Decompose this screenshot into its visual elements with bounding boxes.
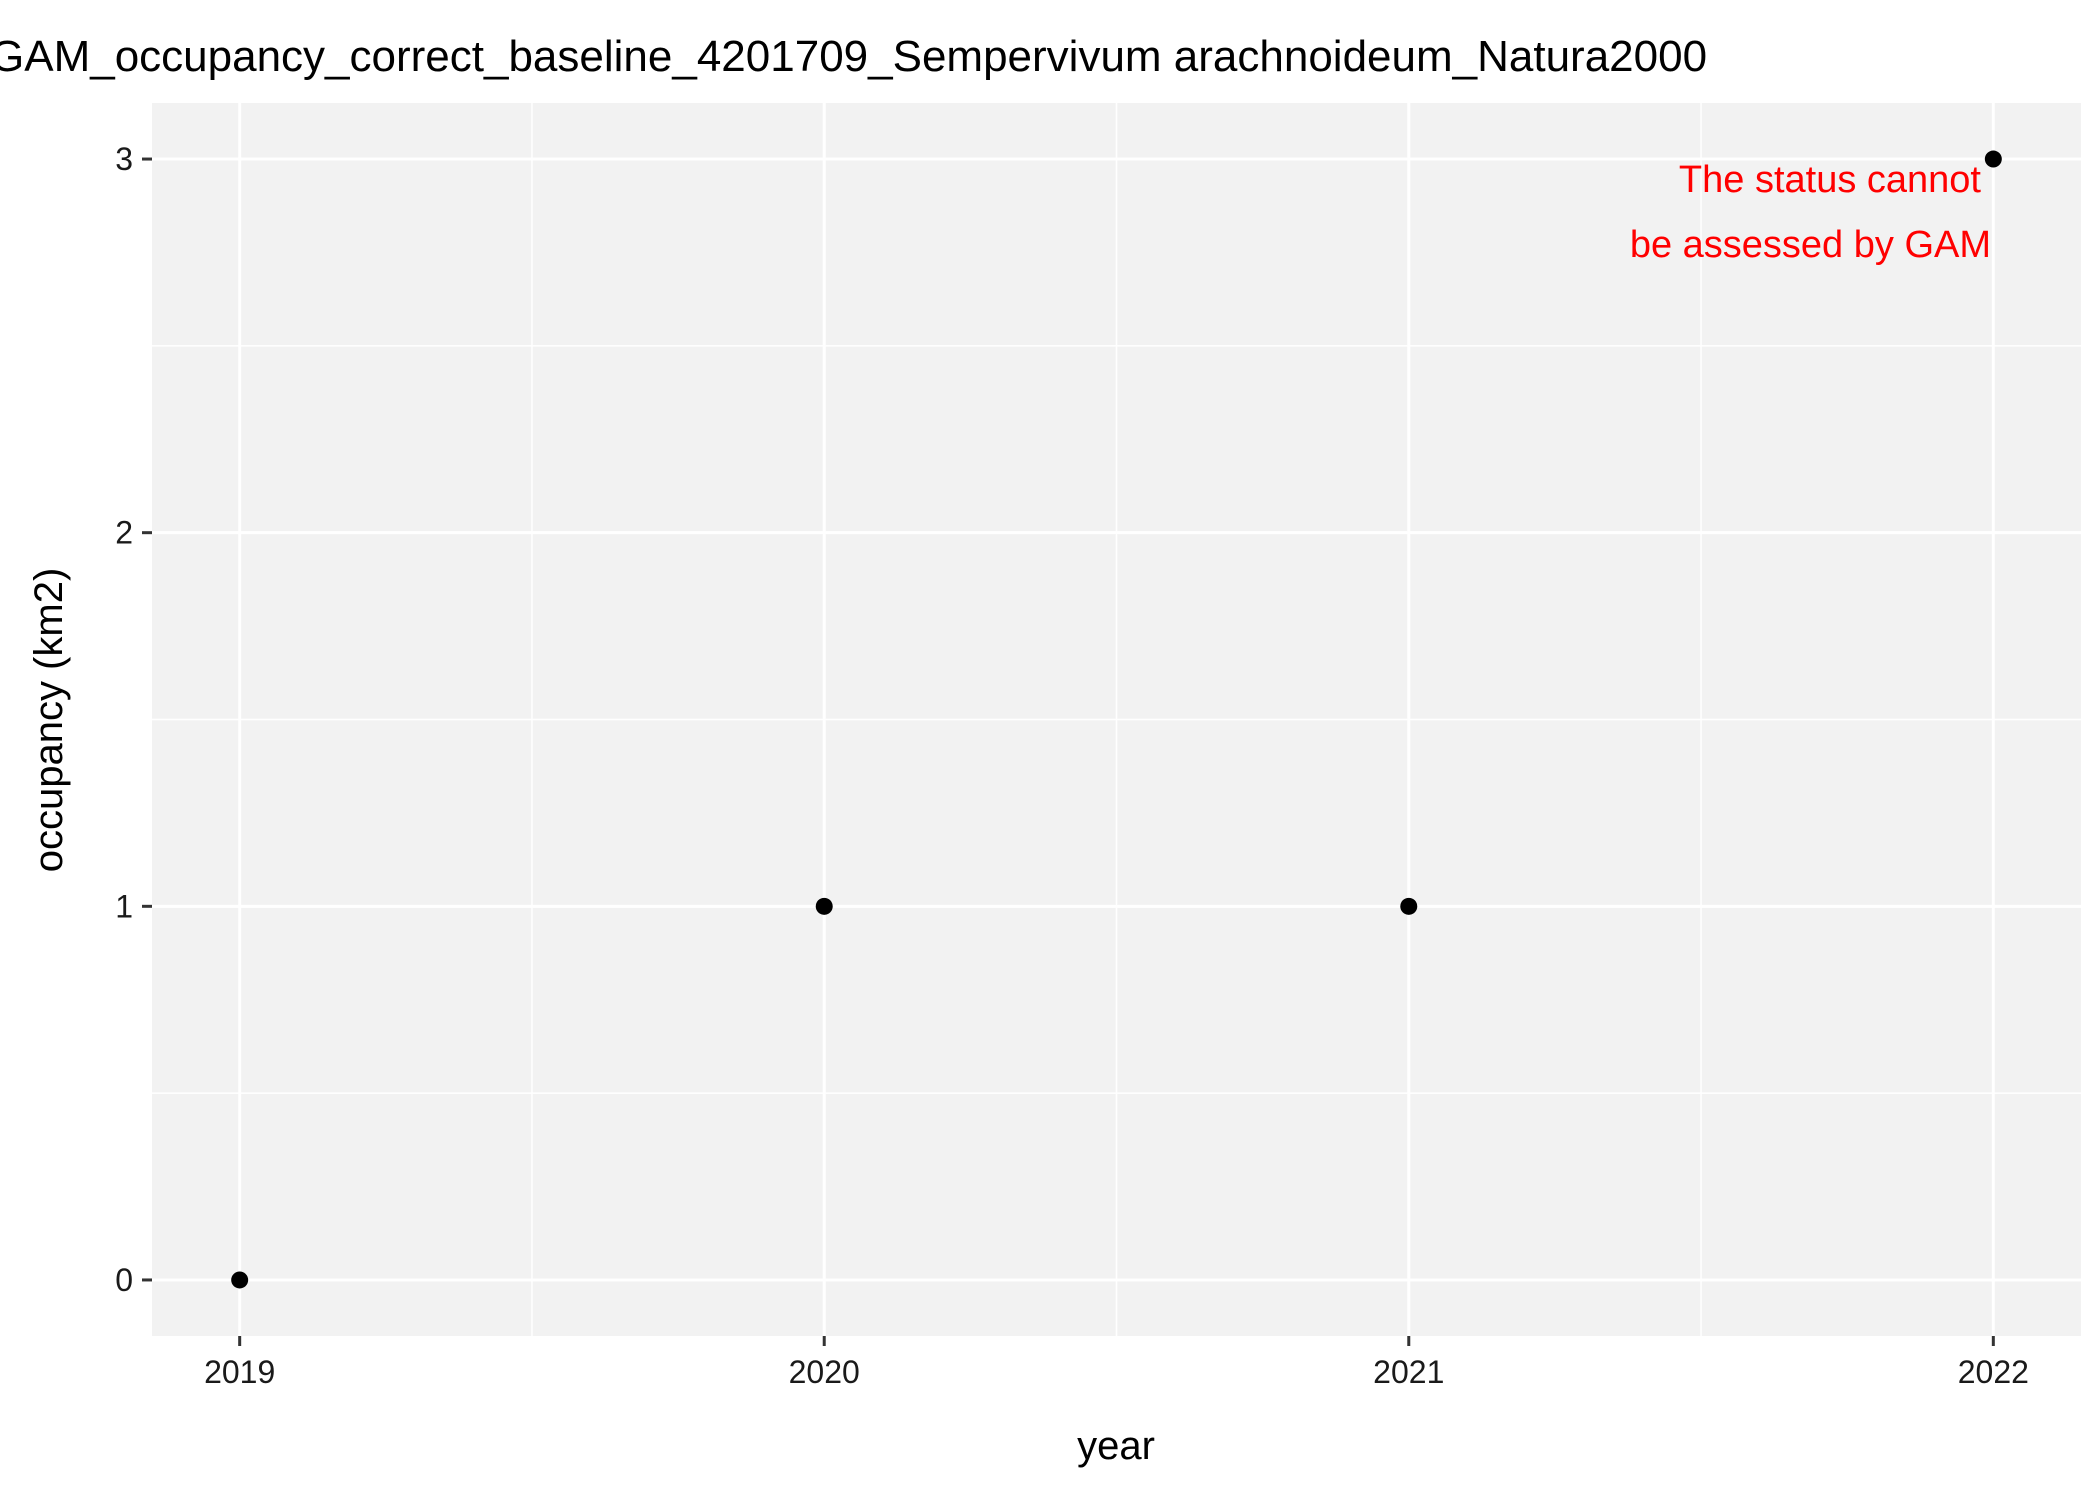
chart-title: GAM_occupancy_correct_baseline_4201709_S…	[0, 32, 1707, 81]
data-point	[231, 1271, 249, 1289]
y-tick-label: 1	[115, 888, 133, 924]
x-tick-label: 2021	[1373, 1354, 1444, 1390]
y-tick-label: 0	[115, 1262, 133, 1298]
x-tick-label: 2019	[204, 1354, 275, 1390]
y-tick-label: 3	[115, 141, 133, 177]
x-tick-label: 2020	[789, 1354, 860, 1390]
data-points	[231, 150, 2002, 1289]
y-axis: 0 1 2 3	[115, 141, 152, 1298]
minor-gridlines	[152, 103, 2081, 1336]
y-tick-label: 2	[115, 515, 133, 551]
x-tick-label: 2022	[1958, 1354, 2029, 1390]
y-axis-title: occupancy (km2)	[27, 568, 71, 873]
x-axis: 2019 2020 2021 2022	[204, 1336, 2029, 1390]
annotation-line-1: The status cannot	[1679, 159, 1982, 201]
data-point	[1400, 897, 1418, 915]
status-annotation: The status cannot be assessed by GAM	[1630, 159, 1991, 266]
data-point	[815, 897, 833, 915]
data-point	[1984, 150, 2002, 168]
annotation-line-2: be assessed by GAM	[1630, 224, 1991, 266]
x-axis-title: year	[1077, 1424, 1155, 1468]
major-gridlines	[152, 103, 2081, 1336]
